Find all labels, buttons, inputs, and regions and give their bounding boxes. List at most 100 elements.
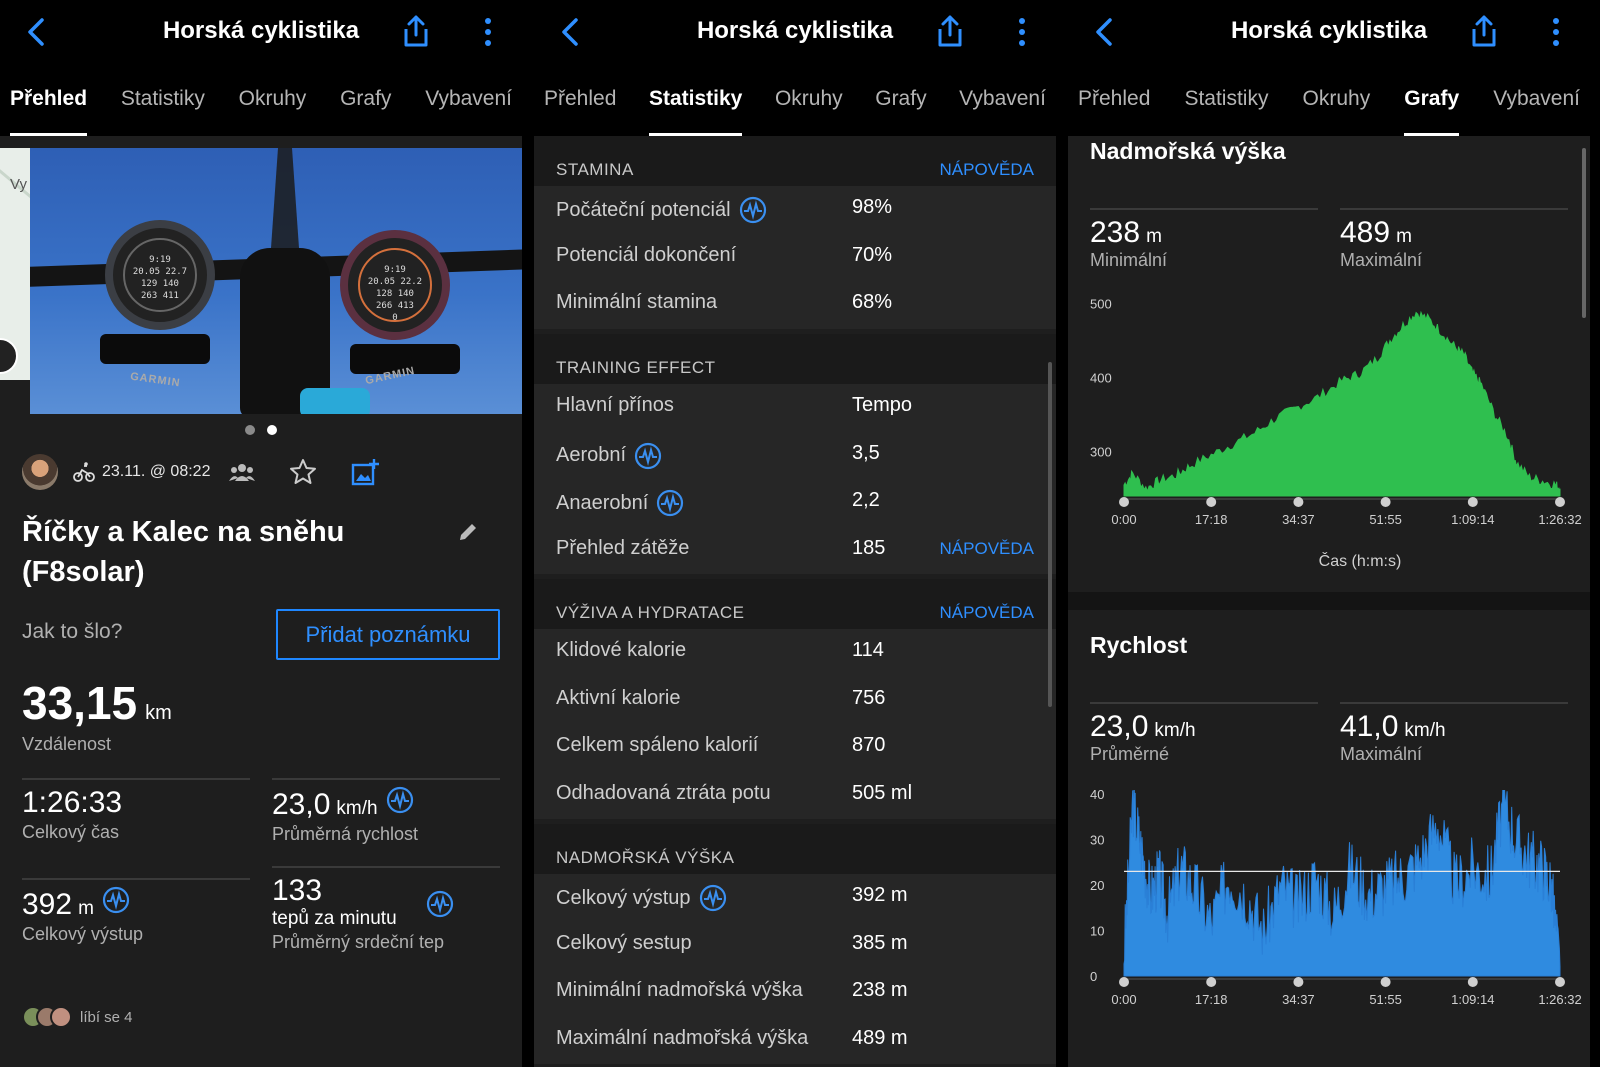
x-tick-label: 1:26:32	[1538, 992, 1581, 1007]
stat-row: Anaerobní 2,2	[534, 479, 1056, 527]
map-thumbnail[interactable]: Vy	[0, 148, 46, 380]
elevation-chart[interactable]: 300 400 500 0:00 17:18 34:37 51:55 1:09:14 1:26:…	[1068, 296, 1590, 586]
x-tick-marker	[1206, 977, 1217, 987]
stat-row: Celkový sestup 385 m	[556, 931, 908, 954]
insight-icon[interactable]	[656, 489, 684, 517]
page-title: Horská cyklistika	[1230, 17, 1428, 44]
tab-statistics[interactable]: Statistiky	[648, 64, 743, 136]
help-link[interactable]: NÁPOVĚDA	[939, 603, 1034, 622]
stat-avg-speed: 23,0 km/h Průměrná rychlost	[272, 786, 419, 844]
photo-pager[interactable]	[0, 422, 522, 440]
elevation-chart-title: Nadmořská výška	[1090, 138, 1286, 164]
activity-meta: 23.11. @ 08:22	[22, 452, 502, 492]
star-icon[interactable]	[288, 457, 318, 487]
tab-gear[interactable]: Vybavení	[1493, 87, 1580, 110]
tab-overview[interactable]: Přehled	[10, 64, 88, 136]
stat-row: Odhadovaná ztráta potu 505 ml	[556, 781, 913, 804]
back-icon[interactable]	[1090, 16, 1120, 48]
x-tick-label: 17:18	[1195, 992, 1228, 1007]
activity-photo[interactable]: 9:19 20.05 22.7 129 140 263 411 9:19 20.…	[30, 148, 522, 414]
map-control-icon[interactable]	[0, 338, 18, 374]
series-area	[1123, 310, 1561, 497]
add-note-button[interactable]: Přidat poznámku	[276, 609, 500, 660]
x-tick-label: 51:55	[1369, 992, 1402, 1007]
watch-right: 9:19 20.05 22.2 128 140 266 413 0	[340, 230, 450, 340]
stat-row: Aktivní kalorie 756	[556, 686, 886, 709]
tab-gear[interactable]: Vybavení	[425, 87, 512, 110]
x-tick-marker	[1119, 977, 1129, 987]
y-tick-label: 0	[1090, 969, 1097, 984]
insight-icon[interactable]	[739, 196, 767, 224]
tab-statistics[interactable]: Statistiky	[120, 87, 205, 110]
share-icon[interactable]	[402, 14, 430, 48]
speed-max: 41,0 km/h Maximální	[1340, 702, 1568, 765]
top-bar: Horská cyklistika	[534, 0, 1056, 64]
more-icon[interactable]	[1550, 16, 1562, 48]
section-stamina: STAMINA NÁPOVĚDA	[534, 136, 1056, 186]
stat-ascent: 392 m Celkový výstup	[22, 886, 144, 944]
tab-laps[interactable]: Okruhy	[1302, 87, 1371, 110]
tab-bar: Přehled Statistiky Okruhy Grafy Vybavení	[1068, 64, 1590, 136]
tab-laps[interactable]: Okruhy	[774, 87, 843, 110]
how-it-went-label: Jak to šlo?	[22, 620, 123, 643]
stat-row: Počáteční potenciál 98%	[534, 186, 1056, 234]
graphs-panel: Horská cyklistika Přehled Statistiky Okr…	[1068, 0, 1590, 1067]
section-nutrition: VÝŽIVA A HYDRATACE NÁPOVĚDA	[534, 579, 1056, 629]
tab-overview[interactable]: Přehled	[1078, 87, 1151, 110]
insight-icon[interactable]	[426, 890, 454, 918]
share-icon[interactable]	[1470, 14, 1498, 48]
x-tick-marker	[1380, 497, 1391, 507]
back-icon[interactable]	[556, 16, 586, 48]
share-icon[interactable]	[936, 14, 964, 48]
add-photo-icon[interactable]	[350, 457, 380, 487]
x-tick-label: 51:55	[1369, 512, 1402, 527]
insight-icon[interactable]	[102, 886, 130, 914]
stat-row: Potenciál dokončení 70%	[556, 243, 893, 266]
stat-row: Celkem spáleno kalorií 870	[556, 734, 886, 756]
likes[interactable]: líbí se 4	[22, 1006, 133, 1028]
stat-total-time: 1:26:33 Celkový čas	[22, 786, 123, 842]
x-tick-marker	[1467, 497, 1478, 507]
tab-gear[interactable]: Vybavení	[959, 87, 1046, 110]
elevation-max: 489 m Maximální	[1340, 208, 1568, 271]
tab-laps[interactable]: Okruhy	[238, 87, 307, 110]
insight-icon[interactable]	[699, 884, 727, 912]
edit-icon[interactable]	[456, 520, 480, 544]
more-icon[interactable]	[1016, 16, 1028, 48]
tab-graphs[interactable]: Grafy	[340, 87, 392, 110]
y-tick-label: 400	[1090, 370, 1112, 385]
x-tick-label: 34:37	[1282, 992, 1315, 1007]
tab-graphs[interactable]: Grafy	[875, 87, 927, 110]
y-tick-label: 500	[1090, 296, 1112, 311]
stat-row: Aerobní 3,5	[534, 432, 1056, 480]
insight-icon[interactable]	[386, 786, 414, 814]
back-icon[interactable]	[22, 16, 52, 48]
group-icon[interactable]	[228, 461, 256, 483]
top-bar: Horská cyklistika	[1068, 0, 1590, 64]
more-icon[interactable]	[482, 16, 494, 48]
section-elevation: NADMOŘSKÁ VÝŠKA	[534, 824, 1056, 874]
help-link[interactable]: NÁPOVĚDA	[939, 538, 1034, 558]
x-tick-label: 1:26:32	[1538, 512, 1581, 527]
tab-bar: Přehled Statistiky Okruhy Grafy Vybavení	[0, 64, 522, 136]
top-bar: Horská cyklistika	[0, 0, 522, 64]
x-tick-label: 0:00	[1111, 512, 1136, 527]
x-tick-marker	[1467, 977, 1478, 987]
x-tick-marker	[1380, 977, 1391, 987]
speed-chart[interactable]: 0 10 20 30 40 0:00 17:18 34:37 51:55 1:09:14 1:26:…	[1068, 790, 1590, 1067]
avatar[interactable]	[22, 454, 58, 490]
help-link[interactable]: NÁPOVĚDA	[939, 160, 1034, 179]
tab-statistics[interactable]: Statistiky	[1184, 87, 1269, 110]
tab-overview[interactable]: Přehled	[544, 87, 617, 110]
elevation-min: 238 m Minimální	[1090, 208, 1318, 271]
stat-row: Klidové kalorie 114	[556, 639, 884, 661]
tab-bar: Přehled Statistiky Okruhy Grafy Vybavení	[534, 64, 1056, 136]
tab-graphs[interactable]: Grafy	[1404, 64, 1459, 136]
y-tick-label: 300	[1090, 445, 1112, 460]
map-label: Vy	[10, 176, 27, 193]
insight-icon[interactable]	[634, 442, 662, 470]
x-tick-marker	[1293, 497, 1304, 507]
x-tick-marker	[1119, 497, 1129, 507]
x-tick-label: 34:37	[1282, 512, 1315, 527]
stat-row: Maximální nadmořská výška 489 m	[556, 1026, 908, 1049]
